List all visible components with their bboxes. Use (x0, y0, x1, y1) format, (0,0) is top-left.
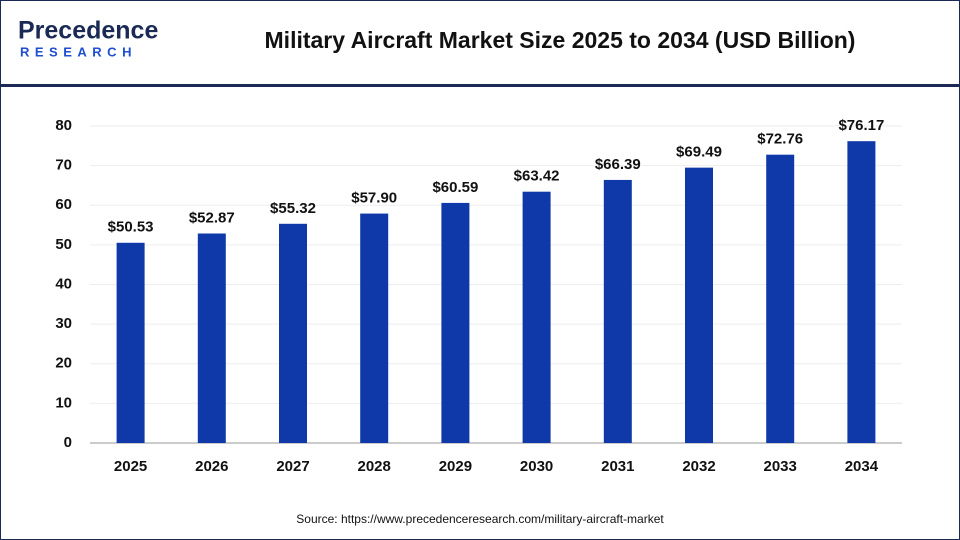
source-note: Source: https://www.precedenceresearch.c… (296, 512, 664, 526)
x-tick-label: 2027 (276, 458, 309, 475)
x-tick-label: 2029 (439, 458, 472, 475)
chart-title: Military Aircraft Market Size 2025 to 20… (265, 27, 856, 53)
bar (766, 154, 795, 443)
y-tick-label: 50 (55, 236, 72, 253)
value-label: $60.59 (432, 179, 478, 196)
value-label: $66.39 (595, 156, 641, 173)
value-label: $55.32 (270, 200, 316, 217)
x-tick-label: 2031 (601, 458, 634, 475)
x-tick-label: 2025 (114, 458, 147, 475)
y-tick-label: 70 (55, 157, 72, 174)
y-tick-label: 30 (55, 315, 72, 332)
bar (603, 179, 632, 443)
y-tick-label: 20 (55, 355, 72, 372)
value-label: $63.42 (514, 168, 560, 185)
bar (685, 167, 713, 443)
bar (847, 141, 876, 443)
x-tick-label: 2032 (682, 458, 715, 475)
logo-name: Precedence (18, 17, 158, 45)
value-label: $72.76 (757, 131, 803, 148)
y-tick-label: 80 (55, 117, 72, 134)
y-tick-label: 60 (55, 196, 72, 213)
header-rule (0, 84, 960, 87)
bar (279, 223, 307, 443)
bar (116, 242, 145, 443)
bar (360, 213, 389, 443)
bar (197, 233, 226, 443)
value-label: $76.17 (838, 117, 884, 134)
bar (522, 191, 551, 443)
y-tick-label: 40 (55, 275, 72, 292)
value-label: $52.87 (189, 209, 235, 226)
bar (441, 202, 470, 443)
x-tick-label: 2026 (195, 458, 228, 475)
x-tick-label: 2028 (358, 458, 391, 475)
y-tick-label: 10 (55, 394, 72, 411)
value-label: $57.90 (351, 190, 397, 207)
logo-tagline: RESEARCH (20, 44, 137, 59)
x-tick-label: 2033 (764, 458, 797, 475)
x-tick-label: 2034 (845, 458, 879, 475)
value-label: $50.53 (108, 219, 154, 236)
y-tick-label: 0 (64, 434, 72, 451)
x-tick-label: 2030 (520, 458, 553, 475)
value-label: $69.49 (676, 144, 722, 161)
